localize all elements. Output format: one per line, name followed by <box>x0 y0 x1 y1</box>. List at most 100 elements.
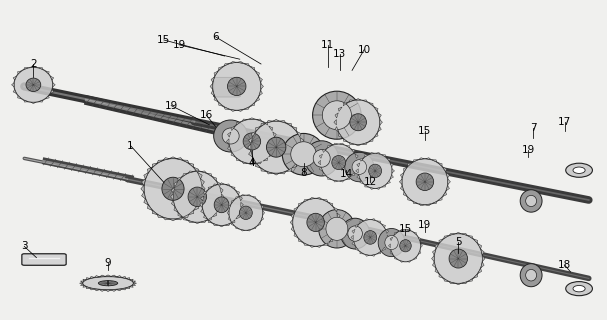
Polygon shape <box>407 261 410 262</box>
Polygon shape <box>207 173 212 176</box>
Polygon shape <box>201 196 204 201</box>
Polygon shape <box>346 177 350 180</box>
Ellipse shape <box>313 91 361 139</box>
Polygon shape <box>390 237 393 241</box>
Polygon shape <box>455 232 461 234</box>
Polygon shape <box>105 275 111 276</box>
Polygon shape <box>438 163 442 166</box>
Polygon shape <box>214 97 218 102</box>
Text: 2: 2 <box>30 59 36 69</box>
Ellipse shape <box>402 159 448 205</box>
Polygon shape <box>90 276 95 278</box>
Text: 15: 15 <box>157 35 171 45</box>
Polygon shape <box>251 132 256 137</box>
Polygon shape <box>374 107 378 111</box>
Text: 19: 19 <box>172 40 186 50</box>
Ellipse shape <box>416 173 433 190</box>
Ellipse shape <box>319 210 355 248</box>
FancyBboxPatch shape <box>22 254 66 265</box>
Polygon shape <box>253 196 256 199</box>
Polygon shape <box>236 122 241 125</box>
Polygon shape <box>473 239 478 243</box>
Polygon shape <box>292 126 297 131</box>
Polygon shape <box>438 197 442 201</box>
Polygon shape <box>339 220 341 225</box>
Polygon shape <box>144 172 149 179</box>
Ellipse shape <box>520 190 542 212</box>
Polygon shape <box>413 160 418 162</box>
Text: 13: 13 <box>333 49 347 60</box>
Ellipse shape <box>358 153 392 188</box>
Polygon shape <box>355 247 359 251</box>
Polygon shape <box>376 152 380 154</box>
Polygon shape <box>418 237 421 241</box>
Polygon shape <box>81 284 84 285</box>
Polygon shape <box>426 158 431 159</box>
Text: 5: 5 <box>455 236 461 247</box>
Polygon shape <box>50 76 53 80</box>
Polygon shape <box>31 102 36 104</box>
Polygon shape <box>18 71 21 74</box>
Polygon shape <box>352 242 355 245</box>
Text: 18: 18 <box>558 260 571 270</box>
Polygon shape <box>333 207 337 212</box>
Polygon shape <box>200 202 202 207</box>
Polygon shape <box>211 90 214 96</box>
Polygon shape <box>224 64 229 66</box>
Ellipse shape <box>212 62 261 110</box>
Polygon shape <box>249 118 255 119</box>
Polygon shape <box>380 120 382 125</box>
Polygon shape <box>318 160 320 165</box>
Polygon shape <box>266 172 273 174</box>
Polygon shape <box>421 244 422 248</box>
Polygon shape <box>219 102 223 106</box>
Polygon shape <box>117 276 122 277</box>
Ellipse shape <box>188 187 206 206</box>
Polygon shape <box>319 167 322 171</box>
Polygon shape <box>294 207 298 212</box>
Polygon shape <box>152 210 158 215</box>
Polygon shape <box>231 220 235 223</box>
Ellipse shape <box>228 77 246 95</box>
Polygon shape <box>241 230 245 231</box>
Ellipse shape <box>352 160 367 174</box>
Ellipse shape <box>336 100 380 145</box>
Polygon shape <box>141 192 146 199</box>
Polygon shape <box>418 251 421 254</box>
Polygon shape <box>256 164 260 168</box>
Polygon shape <box>478 268 481 274</box>
Polygon shape <box>231 152 235 157</box>
Polygon shape <box>244 107 249 109</box>
Text: 19: 19 <box>521 145 535 156</box>
Polygon shape <box>349 100 354 102</box>
Polygon shape <box>182 214 189 218</box>
Polygon shape <box>194 170 200 172</box>
Polygon shape <box>357 163 360 167</box>
Polygon shape <box>121 288 126 290</box>
Polygon shape <box>432 256 434 261</box>
Polygon shape <box>390 251 393 254</box>
Polygon shape <box>197 172 202 179</box>
Polygon shape <box>256 71 259 76</box>
Polygon shape <box>100 275 106 277</box>
Ellipse shape <box>322 101 351 130</box>
Polygon shape <box>468 278 473 282</box>
Ellipse shape <box>14 67 53 102</box>
Polygon shape <box>249 164 255 165</box>
Polygon shape <box>356 144 361 146</box>
Polygon shape <box>378 127 381 132</box>
Polygon shape <box>322 173 326 176</box>
Polygon shape <box>387 158 390 161</box>
Polygon shape <box>18 96 21 99</box>
Text: 16: 16 <box>200 110 213 120</box>
Polygon shape <box>132 284 135 285</box>
Polygon shape <box>328 146 331 148</box>
Ellipse shape <box>222 128 239 144</box>
Polygon shape <box>231 200 234 203</box>
Polygon shape <box>444 236 449 239</box>
Polygon shape <box>250 67 255 70</box>
Polygon shape <box>94 289 100 291</box>
Text: 15: 15 <box>399 224 412 234</box>
Polygon shape <box>212 212 217 217</box>
Polygon shape <box>269 152 273 157</box>
